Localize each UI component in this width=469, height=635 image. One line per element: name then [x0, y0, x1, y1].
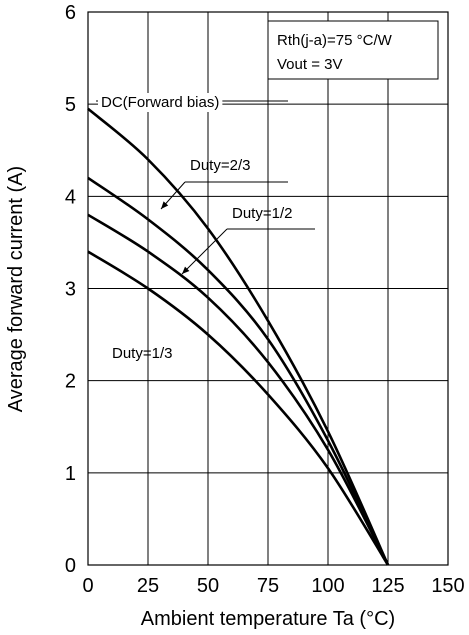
leader-line-duty-1-2	[181, 228, 228, 275]
leader-arrowhead	[182, 266, 190, 274]
series-line-duty-1-3	[87, 250, 390, 566]
x-tick-label: 125	[371, 575, 404, 597]
y-tick-label: 1	[65, 463, 76, 485]
x-tick-label: 0	[82, 575, 93, 597]
series-label-duty-1-3: Duty=1/3	[112, 345, 172, 362]
series-line-dc-forward-bias	[87, 107, 390, 566]
leader-arrowhead	[161, 201, 169, 209]
labels: 0 25 50 75 100 125 150 0 1 2 3 4 5 6 DC(Forward bias) D…	[65, 2, 465, 597]
y-tick-label: 4	[65, 186, 76, 208]
x-tick-label: 25	[137, 575, 159, 597]
x-tick-label: 100	[311, 575, 344, 597]
x-tick-label: 50	[197, 575, 219, 597]
plot-frame	[87, 11, 449, 566]
series-label-background	[98, 93, 223, 112]
condition-rth: Rth(j-a)=75 °C/W	[277, 32, 393, 49]
series-line-duty-2-3	[87, 176, 390, 566]
y-tick-label: 6	[65, 2, 76, 24]
series-line-duty-1-2	[87, 213, 390, 566]
y-tick-label: 0	[65, 555, 76, 577]
x-tick-label: 150	[431, 575, 464, 597]
series-label-duty-1-2: Duty=1/2	[232, 205, 292, 222]
series-label-duty-2-3: Duty=2/3	[190, 157, 250, 174]
y-tick-label: 2	[65, 371, 76, 393]
y-tick-label: 3	[65, 279, 76, 301]
y-tick-label: 5	[65, 94, 76, 116]
y-axis-title: Average forward current (A)	[5, 166, 27, 412]
curves	[87, 107, 390, 566]
x-axis-title: Ambient temperature Ta (°C)	[141, 608, 395, 630]
leader-lines	[96, 100, 315, 275]
x-tick-label: 75	[257, 575, 279, 597]
conditions-box	[267, 20, 439, 80]
series-label-dc-forward-bias: DC(Forward bias)	[101, 94, 219, 111]
condition-vout: Vout = 3V	[277, 56, 342, 73]
